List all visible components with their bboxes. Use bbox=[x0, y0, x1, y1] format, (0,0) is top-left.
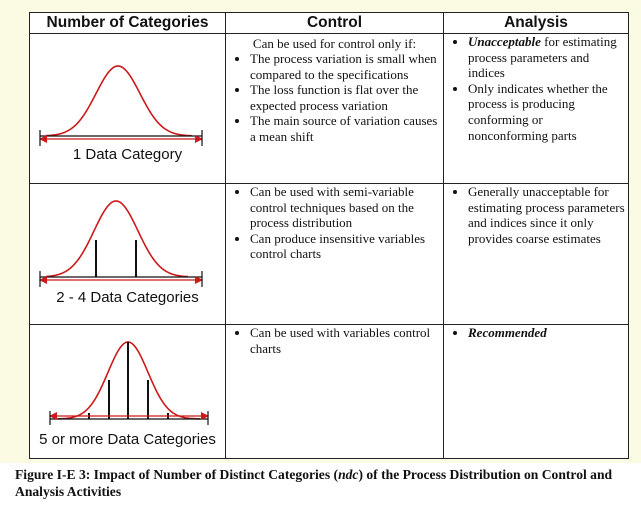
control-list: Can be used with variables control chart… bbox=[226, 325, 443, 356]
caption-ndc: ndc bbox=[338, 467, 359, 482]
normal-curve bbox=[45, 200, 188, 278]
header-categories: Number of Categories bbox=[29, 12, 226, 34]
figure-caption: Figure I-E 3: Impact of Number of Distin… bbox=[15, 466, 615, 500]
caption-suffix: ) of the Process Distribution on Control… bbox=[15, 467, 613, 499]
category-label: 1 Data Category bbox=[72, 146, 183, 163]
list-item: Can produce insensitive variables contro… bbox=[250, 231, 441, 262]
table-row: 5 or more Data Categories Can be used wi… bbox=[29, 324, 629, 459]
bullet-text: for estimating process parameters and in… bbox=[468, 34, 617, 81]
header-control: Control bbox=[225, 12, 444, 34]
list-item: Recommended bbox=[468, 325, 626, 341]
normal-curve bbox=[45, 65, 193, 137]
row1-analysis-cell: Unacceptable for estimating process para… bbox=[443, 33, 629, 184]
control-intro: Can be used for control only if: bbox=[252, 36, 417, 51]
category-label: 2 - 4 Data Categories bbox=[56, 289, 199, 306]
arrow-head-left bbox=[49, 412, 57, 420]
list-item: The main source of variation causes a me… bbox=[250, 113, 441, 144]
bullet-text: Only indicates whether the process is pr… bbox=[468, 80, 608, 143]
row1-control-cell: Can be used for control only if: The pro… bbox=[225, 33, 444, 184]
table-row: 1 Data Category Can be used for control … bbox=[29, 33, 629, 184]
control-list: Can be used with semi-variable control t… bbox=[226, 184, 443, 262]
row1-figure-cell: 1 Data Category bbox=[29, 33, 226, 184]
control-list: The process variation is small when comp… bbox=[226, 51, 443, 145]
row2-figure-cell: 2 - 4 Data Categories bbox=[29, 183, 226, 325]
analysis-list: Unacceptable for estimating process para… bbox=[444, 34, 628, 143]
list-item: Generally unacceptable for estimating pr… bbox=[468, 184, 626, 246]
arrow-head-left bbox=[39, 276, 47, 284]
row2-control-cell: Can be used with semi-variable control t… bbox=[225, 183, 444, 325]
ndc-table: Number of Categories Control Analysis 1 … bbox=[29, 12, 629, 459]
row3-control-cell: Can be used with variables control chart… bbox=[225, 324, 444, 459]
analysis-list: Recommended bbox=[444, 325, 628, 341]
emphasis-text: Recommended bbox=[468, 325, 547, 340]
category-label: 5 or more Data Categories bbox=[39, 431, 216, 448]
list-item: Unacceptable for estimating process para… bbox=[468, 34, 626, 81]
analysis-list: Generally unacceptable for estimating pr… bbox=[444, 184, 628, 246]
row3-figure-cell: 5 or more Data Categories bbox=[29, 324, 226, 459]
header-analysis: Analysis bbox=[443, 12, 629, 34]
many-categories-distribution bbox=[49, 341, 209, 425]
header-row: Number of Categories Control Analysis bbox=[29, 12, 629, 34]
list-item: Only indicates whether the process is pr… bbox=[468, 81, 626, 143]
single-category-distribution bbox=[39, 65, 203, 146]
row2-analysis-cell: Generally unacceptable for estimating pr… bbox=[443, 183, 629, 325]
arrow-head-right bbox=[195, 276, 203, 284]
table-row: 2 - 4 Data Categories Can be used with s… bbox=[29, 183, 629, 325]
row3-analysis-cell: Recommended bbox=[443, 324, 629, 459]
list-item: Can be used with semi-variable control t… bbox=[250, 184, 441, 231]
few-categories-distribution bbox=[39, 200, 203, 287]
arrow-head-right bbox=[195, 135, 203, 143]
bullet-text: Generally unacceptable for estimating pr… bbox=[468, 184, 625, 246]
caption-prefix: Figure I-E 3: Impact of Number of Distin… bbox=[15, 467, 339, 482]
list-item: The loss function is flat over the expec… bbox=[250, 82, 441, 113]
arrow-head-right bbox=[201, 412, 209, 420]
list-item: The process variation is small when comp… bbox=[250, 51, 441, 82]
list-item: Can be used with variables control chart… bbox=[250, 325, 441, 356]
emphasis-text: Unacceptable bbox=[468, 34, 541, 49]
arrow-head-left bbox=[39, 135, 47, 143]
